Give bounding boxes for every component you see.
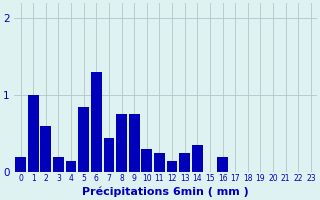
Bar bbox=[129, 114, 140, 172]
Bar bbox=[116, 114, 127, 172]
X-axis label: Précipitations 6min ( mm ): Précipitations 6min ( mm ) bbox=[82, 187, 249, 197]
Bar bbox=[154, 153, 165, 172]
Bar bbox=[40, 126, 51, 172]
Bar bbox=[53, 157, 64, 172]
Bar bbox=[78, 107, 89, 172]
Bar bbox=[28, 95, 39, 172]
Bar bbox=[66, 161, 76, 172]
Bar bbox=[217, 157, 228, 172]
Bar bbox=[91, 72, 102, 172]
Bar bbox=[15, 157, 26, 172]
Bar bbox=[179, 153, 190, 172]
Bar bbox=[104, 138, 114, 172]
Bar bbox=[192, 145, 203, 172]
Bar bbox=[167, 161, 177, 172]
Bar bbox=[141, 149, 152, 172]
